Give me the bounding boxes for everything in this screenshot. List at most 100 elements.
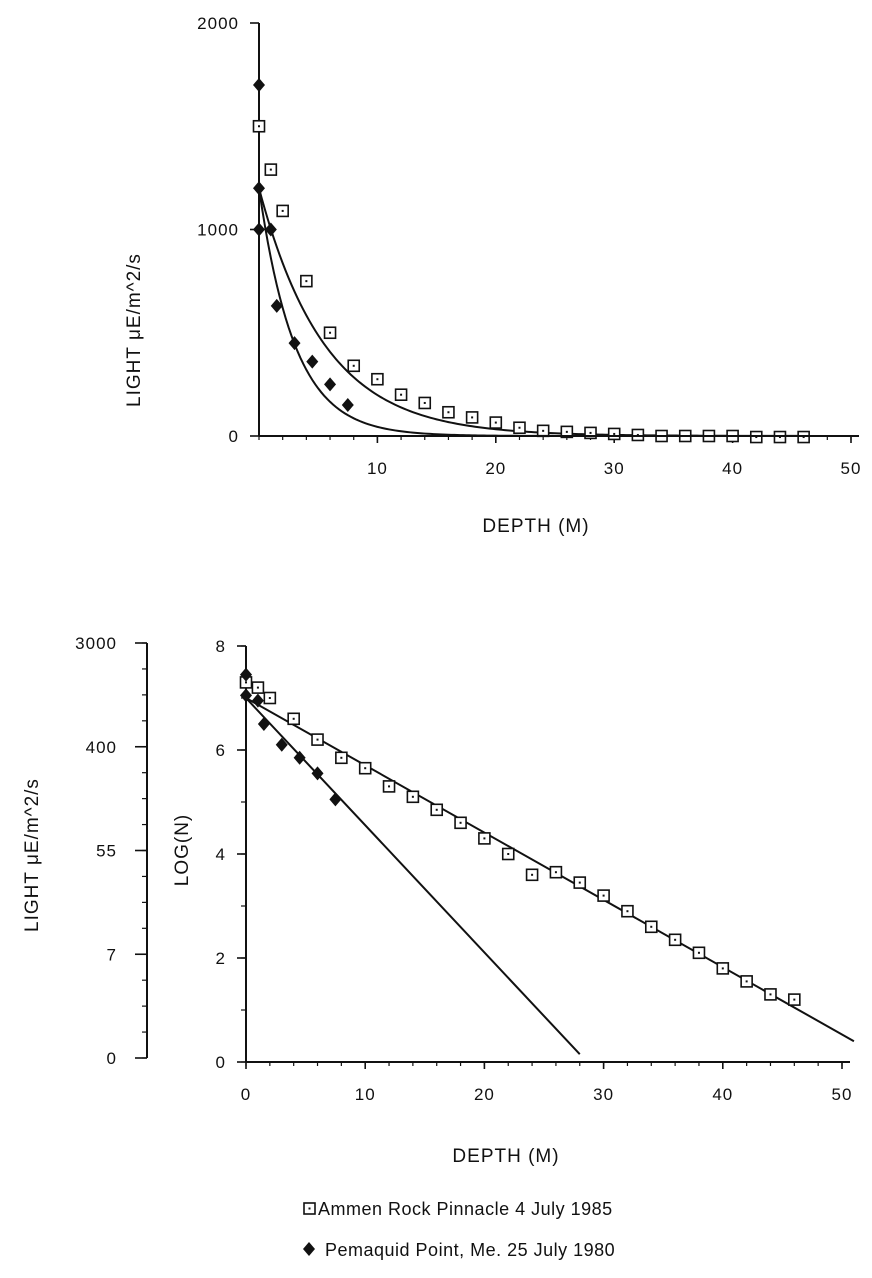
data-point	[418, 396, 432, 410]
data-point	[764, 988, 777, 1001]
legend-label-pemaquid-point: Pemaquid Point, Me. 25 July 1980	[325, 1240, 615, 1260]
data-point	[716, 962, 730, 975]
data-point	[264, 163, 278, 176]
fit-curve	[258, 188, 851, 437]
data-point	[253, 77, 265, 92]
secondary-y-tick-label: 55	[96, 842, 117, 861]
series-ammen-rock	[252, 119, 851, 444]
y-tick-label: 1000	[197, 221, 239, 240]
secondary-y-tick-label: 3000	[75, 634, 117, 653]
x-tick-label: 40	[712, 1085, 733, 1104]
data-point	[394, 388, 408, 402]
data-point	[773, 430, 787, 444]
secondary-y-tick-label: 400	[86, 738, 117, 757]
data-point	[347, 359, 361, 373]
data-point	[329, 792, 342, 807]
data-point	[797, 430, 810, 444]
data-point	[300, 274, 313, 288]
data-point	[788, 993, 801, 1006]
data-point	[668, 933, 682, 947]
data-point	[430, 803, 444, 817]
series-pemaquid-point	[253, 77, 851, 437]
data-point	[311, 766, 324, 781]
data-point	[253, 181, 265, 196]
data-point	[324, 377, 337, 392]
data-point	[293, 750, 306, 765]
y-tick-label: 0	[216, 1053, 226, 1072]
top-chart-light-vs-depth: LIGHT μE/m^2/s DEPTH (M) 10 20 30 40 50 0 1000…	[124, 14, 862, 537]
x-tick-label: 30	[593, 1085, 614, 1104]
x-tick-label: 20	[485, 459, 506, 478]
data-point	[749, 430, 763, 444]
data-point	[306, 354, 319, 369]
data-point	[371, 372, 384, 386]
data-point	[621, 904, 634, 918]
data-point	[607, 427, 621, 441]
top-y-axis-label: LIGHT μE/m^2/s	[124, 253, 145, 407]
secondary-y-tick-label: 0	[107, 1049, 117, 1068]
x-tick-label: 30	[604, 459, 625, 478]
y-tick-label: 4	[216, 845, 226, 864]
data-point	[513, 421, 526, 435]
series-pemaquid-point	[240, 667, 581, 1055]
data-point	[549, 865, 563, 879]
y-tick-label: 6	[216, 741, 226, 760]
bottom-chart-log-n-vs-depth: LIGHT μE/m^2/s LOG(N) DEPTH (M) 0 10 20 30 4…	[22, 634, 855, 1167]
secondary-y-tick-label: 7	[107, 945, 117, 964]
data-point	[323, 326, 337, 340]
data-point	[257, 717, 270, 731]
data-point	[263, 691, 277, 705]
legend-item-pemaquid-point: Pemaquid Point, Me. 25 July 1980	[303, 1240, 615, 1260]
data-point	[631, 428, 645, 442]
data-point	[584, 426, 597, 440]
y-tick-label: 2000	[197, 14, 239, 33]
data-point	[442, 405, 455, 419]
data-point	[692, 946, 706, 960]
data-point	[287, 712, 300, 726]
data-point	[251, 693, 264, 708]
legend-label-ammen-rock: Ammen Rock Pinnacle 4 July 1985	[318, 1199, 613, 1219]
data-point	[525, 868, 539, 882]
data-point	[275, 737, 288, 752]
data-point	[240, 688, 252, 703]
top-x-axis-label: DEPTH (M)	[482, 516, 589, 537]
x-tick-label: 40	[722, 459, 743, 478]
bottom-left-y-axis-label: LIGHT μE/m^2/s	[22, 778, 43, 932]
data-point	[270, 298, 283, 313]
data-point	[288, 336, 301, 351]
data-point	[240, 667, 252, 682]
data-point	[358, 761, 372, 775]
data-point	[252, 119, 266, 133]
y-tick-label: 0	[229, 427, 239, 446]
data-point	[276, 204, 289, 218]
data-point	[644, 920, 658, 934]
data-point	[740, 975, 753, 988]
data-point	[264, 222, 277, 237]
x-tick-label: 50	[832, 1085, 853, 1104]
data-point	[478, 832, 491, 845]
data-point	[489, 416, 503, 429]
data-point	[536, 424, 550, 438]
data-point	[251, 681, 265, 694]
y-tick-label: 2	[216, 949, 226, 968]
bottom-y-axis-label: LOG(N)	[172, 814, 193, 887]
x-tick-label: 0	[241, 1085, 251, 1104]
data-point	[560, 425, 574, 439]
data-point	[341, 398, 354, 413]
x-tick-label: 20	[474, 1085, 495, 1104]
y-tick-label: 8	[216, 637, 226, 656]
data-point	[465, 411, 479, 424]
legend-item-ammen-rock: Ammen Rock Pinnacle 4 July 1985	[303, 1199, 613, 1219]
data-point	[253, 222, 265, 237]
data-point	[501, 847, 515, 861]
x-tick-label: 50	[841, 459, 862, 478]
bottom-x-axis-label: DEPTH (M)	[452, 1146, 559, 1167]
data-point	[335, 751, 348, 765]
series-ammen-rock	[239, 676, 855, 1043]
data-point	[573, 876, 587, 889]
data-point	[406, 790, 420, 804]
data-point	[311, 733, 324, 746]
open-square-marker-icon	[303, 1202, 316, 1215]
x-tick-label: 10	[355, 1085, 376, 1104]
